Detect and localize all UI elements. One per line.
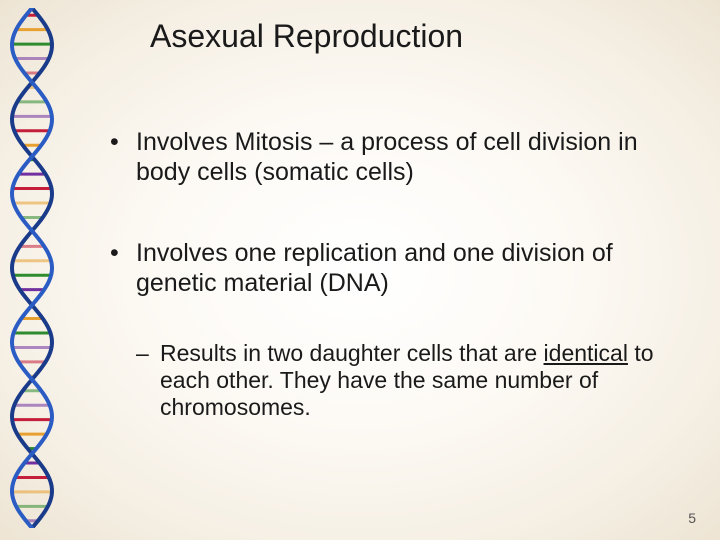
- dna-helix-icon: [6, 8, 58, 528]
- page-number: 5: [688, 510, 696, 526]
- bullet-list: Involves Mitosis – a process of cell div…: [100, 128, 660, 421]
- sub-bullet-text-underlined: identical: [544, 340, 628, 366]
- sub-bullet-item-1: Results in two daughter cells that are i…: [100, 340, 660, 421]
- slide-title: Asexual Reproduction: [150, 18, 670, 55]
- bullet-item-1: Involves Mitosis – a process of cell div…: [100, 128, 660, 187]
- sub-bullet-text-pre: Results in two daughter cells that are: [160, 340, 544, 366]
- bullet-item-2: Involves one replication and one divisio…: [100, 239, 660, 298]
